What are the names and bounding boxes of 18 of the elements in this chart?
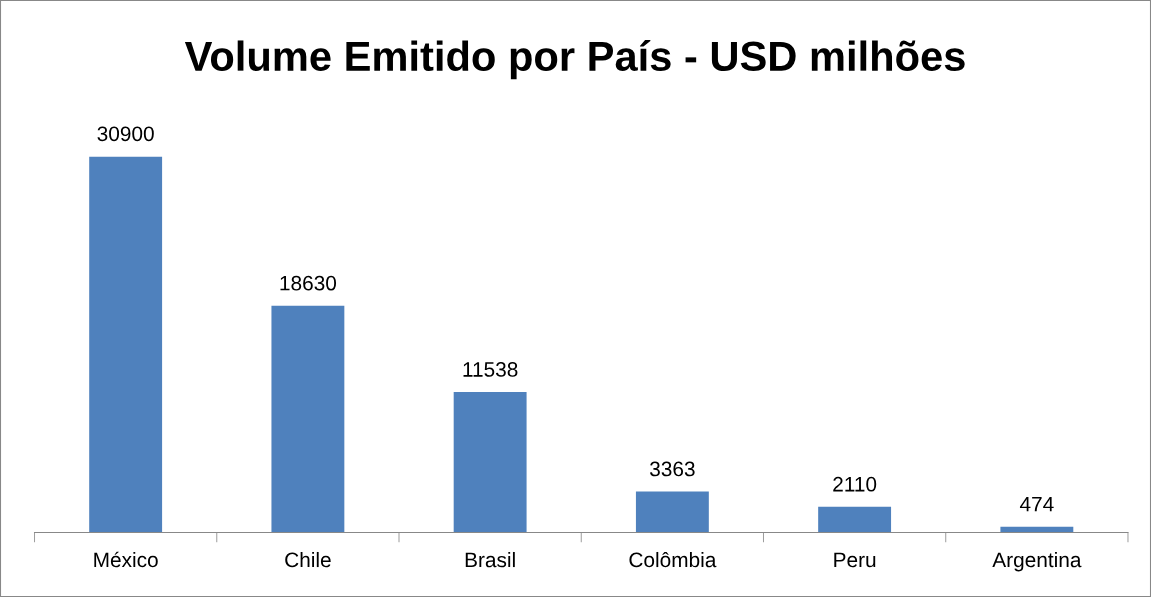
bar — [271, 305, 345, 533]
data-label: 3363 — [650, 461, 695, 477]
x-tick-label: Colômbia — [629, 551, 717, 568]
bar — [818, 506, 892, 533]
x-tick-label: Brasil — [465, 551, 515, 568]
data-label: 30900 — [97, 126, 154, 142]
bar — [635, 491, 709, 533]
x-tick-label: México — [94, 551, 158, 568]
x-tick-label: Chile — [285, 551, 331, 568]
data-label: 474 — [1019, 496, 1054, 512]
bar — [89, 156, 163, 533]
chart-title: Volume Emitido por País - USD milhões — [184, 40, 965, 80]
data-label: 2110 — [833, 476, 877, 492]
x-tick-label: Peru — [834, 552, 876, 568]
data-label: 18630 — [280, 275, 337, 291]
x-tick-label: Argentina — [992, 551, 1082, 572]
data-label: 11538 — [463, 362, 518, 377]
bar — [453, 392, 527, 533]
